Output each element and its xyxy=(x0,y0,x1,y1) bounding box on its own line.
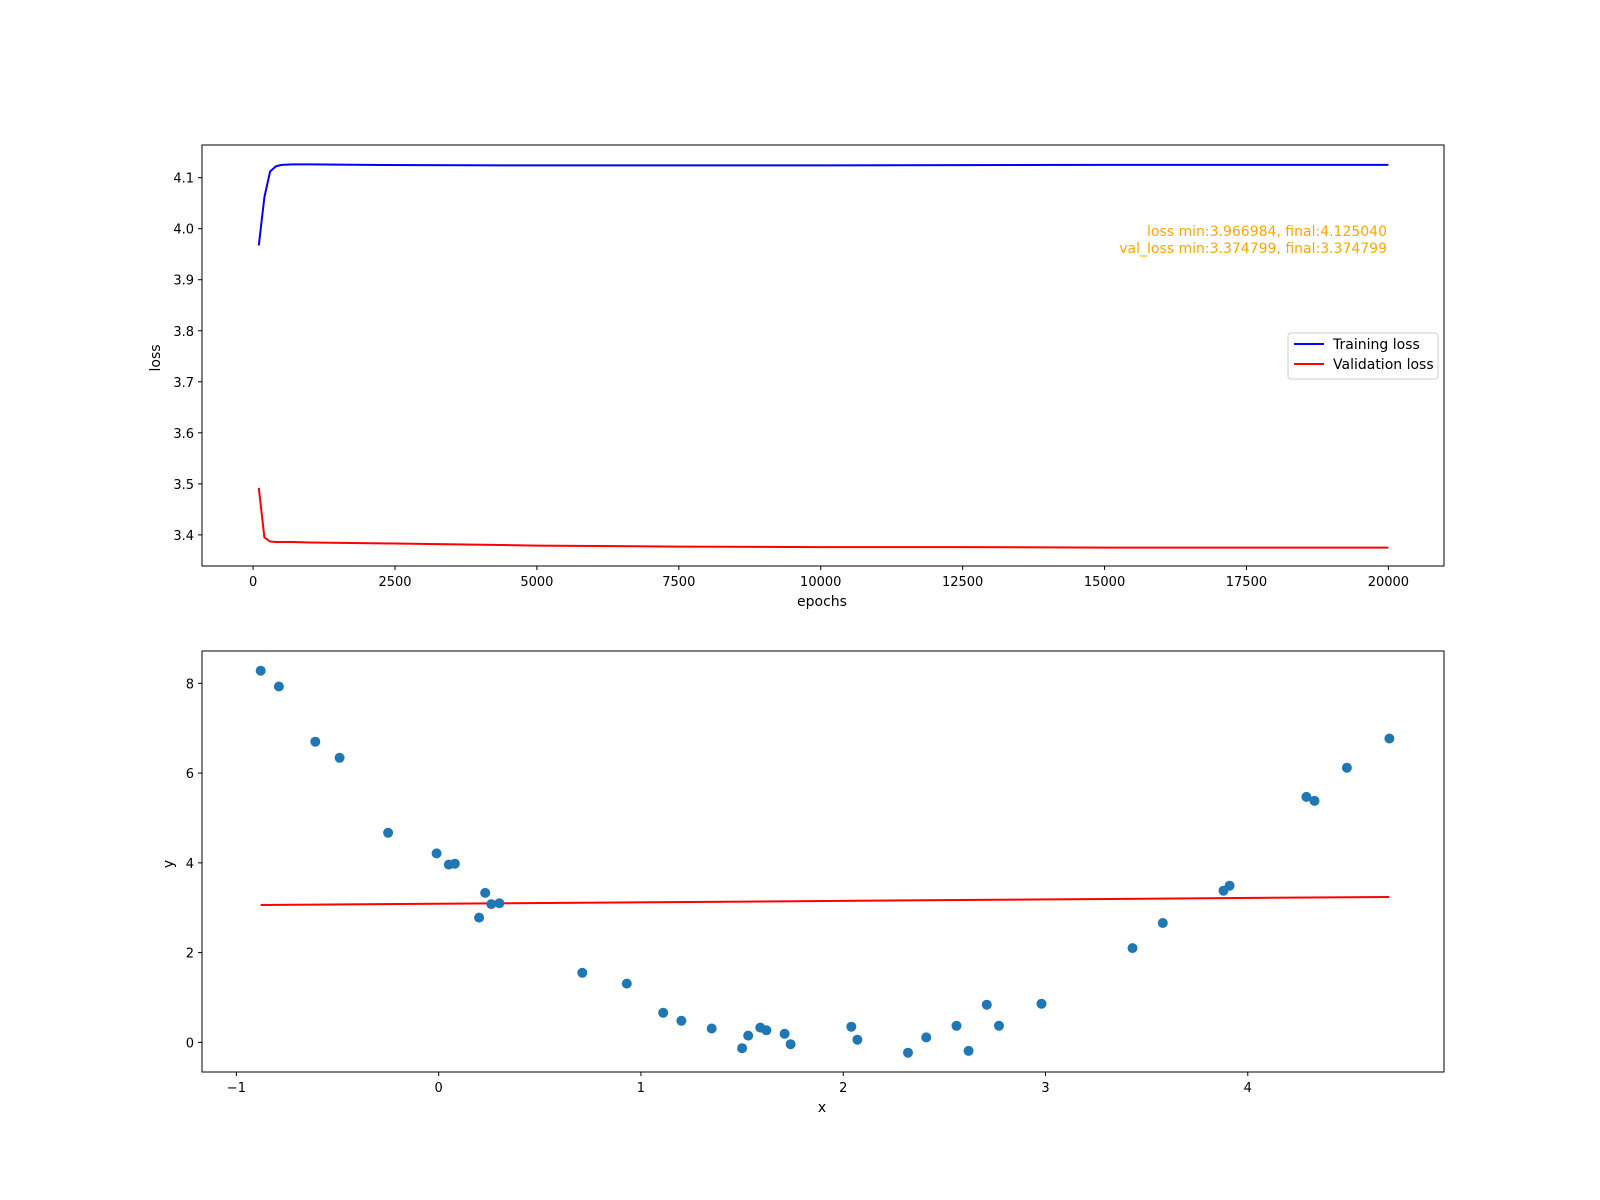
scatter-y-tick-label: 0 xyxy=(186,1036,194,1051)
scatter-point xyxy=(676,1015,687,1026)
scatter-point xyxy=(255,665,266,676)
loss-y-axis-ticks: 3.4 3.5 3.6 3.7 3.8 3.9 4.0 4.1 xyxy=(173,172,202,544)
loss-annotation-line-1: loss min:3.966984, final:4.125040 xyxy=(1147,224,1387,240)
scatter-y-tick-label: 8 xyxy=(186,677,194,692)
loss-y-tick-label: 4.1 xyxy=(173,172,194,187)
loss-y-tick-label: 3.8 xyxy=(173,325,194,340)
scatter-point xyxy=(310,736,321,747)
scatter-point xyxy=(486,899,497,910)
loss-x-tick-label: 2500 xyxy=(378,575,411,590)
loss-x-tick-label: 0 xyxy=(249,575,257,590)
scatter-point xyxy=(846,1021,857,1032)
scatter-point xyxy=(658,1007,669,1018)
scatter-x-tick-label: 2 xyxy=(839,1081,847,1096)
scatter-x-axis-ticks: −1 0 1 2 3 4 xyxy=(227,1072,1252,1096)
loss-y-tick-label: 4.0 xyxy=(173,223,194,238)
scatter-point xyxy=(577,967,588,978)
scatter-chart: −1 0 1 2 3 4 0 2 4 6 8 x y xyxy=(161,665,1395,1116)
scatter-point xyxy=(779,1028,790,1039)
scatter-point xyxy=(494,898,505,909)
scatter-point xyxy=(431,848,442,859)
loss-x-axis-label: epochs xyxy=(797,594,847,610)
loss-y-tick-label: 3.6 xyxy=(173,427,194,442)
loss-y-tick-label: 3.9 xyxy=(173,274,194,289)
scatter-point xyxy=(334,752,345,763)
scatter-plot-area xyxy=(255,665,1395,1058)
scatter-point xyxy=(1301,791,1312,802)
scatter-point xyxy=(1341,762,1352,773)
scatter-x-tick-label: 0 xyxy=(435,1081,443,1096)
scatter-x-axis-label: x xyxy=(818,1100,826,1116)
loss-annotation-line-2: val_loss min:3.374799, final:3.374799 xyxy=(1119,241,1387,257)
loss-x-tick-label: 12500 xyxy=(942,575,983,590)
scatter-point xyxy=(852,1034,863,1045)
scatter-point xyxy=(273,681,284,692)
scatter-point xyxy=(1224,880,1235,891)
scatter-point xyxy=(449,858,460,869)
scatter-point xyxy=(706,1023,717,1034)
series-line-validation-loss xyxy=(257,487,1389,549)
scatter-y-axis-ticks: 0 2 4 6 8 xyxy=(186,677,202,1051)
loss-x-tick-label: 5000 xyxy=(520,575,553,590)
scatter-point xyxy=(785,1039,796,1050)
scatter-point xyxy=(383,827,394,838)
scatter-point xyxy=(1036,998,1047,1009)
scatter-y-tick-label: 6 xyxy=(186,767,194,782)
series-line-training-loss xyxy=(257,163,1389,246)
scatter-point xyxy=(1127,943,1138,954)
loss-x-tick-label: 10000 xyxy=(800,575,841,590)
loss-y-tick-label: 3.5 xyxy=(173,478,194,493)
scatter-x-tick-label: 3 xyxy=(1041,1081,1049,1096)
scatter-x-tick-label: −1 xyxy=(227,1081,246,1096)
scatter-point xyxy=(981,999,992,1010)
loss-chart: 0 2500 5000 7500 10000 12500 15000 17500 20000 3… xyxy=(148,163,1439,610)
loss-x-axis-ticks: 0 2500 5000 7500 10000 12500 15000 17500 20000 xyxy=(249,566,1409,590)
scatter-y-tick-label: 4 xyxy=(186,857,194,872)
scatter-point xyxy=(621,978,632,989)
scatter-point xyxy=(963,1045,974,1056)
loss-plot-frame xyxy=(201,144,1445,567)
scatter-point xyxy=(994,1020,1004,1031)
loss-x-tick-label: 17500 xyxy=(1226,575,1267,590)
legend-label-validation-loss: Validation loss xyxy=(1333,357,1434,373)
loss-y-tick-label: 3.4 xyxy=(173,529,194,544)
scatter-plot-frame xyxy=(201,650,1445,1073)
scatter-y-tick-label: 2 xyxy=(186,947,194,962)
loss-y-tick-label: 3.7 xyxy=(173,376,194,391)
scatter-point xyxy=(1309,795,1320,806)
scatter-point xyxy=(480,887,491,898)
scatter-point xyxy=(921,1032,932,1043)
fit-line xyxy=(260,895,1390,907)
scatter-point xyxy=(1157,918,1168,928)
scatter-point xyxy=(951,1020,962,1031)
scatter-point xyxy=(903,1047,913,1058)
loss-y-axis-label: loss xyxy=(148,344,164,371)
loss-x-tick-label: 7500 xyxy=(662,575,695,590)
legend-label-training-loss: Training loss xyxy=(1332,337,1420,353)
legend-box xyxy=(1287,332,1439,380)
loss-x-tick-label: 15000 xyxy=(1084,575,1125,590)
scatter-point xyxy=(1384,733,1395,744)
scatter-point xyxy=(474,912,485,923)
scatter-x-tick-label: 1 xyxy=(637,1081,645,1096)
scatter-y-axis-label: y xyxy=(161,860,177,868)
scatter-point xyxy=(737,1043,748,1054)
legend: Training loss Validation loss xyxy=(1287,332,1439,380)
scatter-point xyxy=(743,1030,754,1041)
scatter-x-tick-label: 4 xyxy=(1244,1081,1252,1096)
loss-x-tick-label: 20000 xyxy=(1368,575,1409,590)
loss-plot-area xyxy=(257,163,1389,549)
scatter-point xyxy=(761,1025,772,1036)
